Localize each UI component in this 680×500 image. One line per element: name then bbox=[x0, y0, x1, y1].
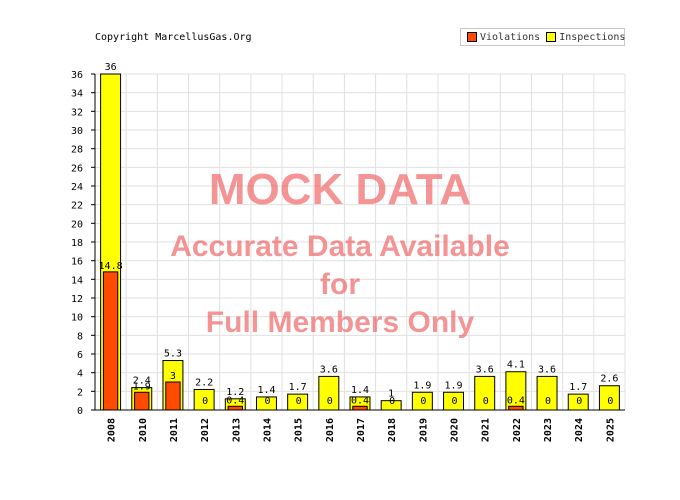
y-tick-label: 34 bbox=[71, 89, 83, 100]
data-label-violations: 0.4 bbox=[226, 395, 244, 406]
bar-violations bbox=[352, 405, 368, 411]
data-label-inspections: 1.4 bbox=[351, 385, 369, 396]
legend-label-violations: Violations bbox=[480, 31, 541, 43]
data-label-inspections: 36 bbox=[105, 62, 117, 73]
data-label-violations: 0 bbox=[202, 396, 208, 407]
legend-swatch-violations bbox=[467, 32, 477, 42]
data-label-violations: 0 bbox=[264, 396, 270, 407]
y-tick-label: 2 bbox=[77, 387, 83, 398]
x-tick-label: 2017 bbox=[356, 418, 367, 442]
y-tick-label: 28 bbox=[71, 145, 83, 156]
x-tick-label: 2018 bbox=[387, 418, 398, 442]
y-tick-label: 4 bbox=[77, 369, 83, 380]
copyright-text: Copyright MarcellusGas.Org bbox=[95, 32, 252, 43]
x-tick-label: 2020 bbox=[450, 418, 461, 442]
legend-item-inspections: Inspections bbox=[546, 32, 625, 43]
legend-label-inspections: Inspections bbox=[559, 31, 626, 43]
data-label-violations: 0 bbox=[420, 396, 426, 407]
x-tick-label: 2022 bbox=[512, 418, 523, 442]
data-label-inspections: 4.1 bbox=[507, 360, 525, 371]
y-tick-label: 30 bbox=[71, 126, 83, 137]
legend-item-violations: Violations bbox=[467, 32, 540, 43]
x-tick-label: 2013 bbox=[231, 418, 242, 442]
data-label-inspections: 1.9 bbox=[413, 380, 431, 391]
y-tick-label: 22 bbox=[71, 201, 83, 212]
x-tick-label: 2024 bbox=[574, 418, 585, 442]
x-tick-label: 2019 bbox=[418, 418, 429, 442]
data-label-inspections: 5.3 bbox=[164, 349, 182, 360]
y-tick-label: 32 bbox=[71, 107, 83, 118]
x-tick-label: 2016 bbox=[325, 418, 336, 442]
bar-violations bbox=[508, 405, 524, 411]
data-label-violations: 3 bbox=[170, 371, 176, 382]
chart-legend: Violations Inspections bbox=[460, 28, 625, 46]
bar-violations bbox=[227, 405, 243, 411]
data-label-violations: 1.9 bbox=[133, 381, 151, 392]
data-label-inspections: 2.6 bbox=[600, 374, 618, 385]
data-label-violations: 0 bbox=[483, 396, 489, 407]
data-label-inspections: 2.4 bbox=[133, 376, 151, 387]
data-label-violations: 0 bbox=[545, 396, 551, 407]
x-tick-label: 2010 bbox=[138, 418, 149, 442]
x-tick-label: 2012 bbox=[200, 418, 211, 442]
data-label-inspections: 3.6 bbox=[320, 364, 338, 375]
x-tick-label: 2021 bbox=[481, 418, 492, 442]
y-tick-label: 0 bbox=[77, 406, 83, 417]
data-label-violations: 0 bbox=[452, 396, 458, 407]
data-label-violations: 0 bbox=[576, 396, 582, 407]
x-tick-label: 2023 bbox=[543, 418, 554, 442]
bar-violations bbox=[134, 391, 150, 411]
data-label-inspections: 3.6 bbox=[538, 364, 556, 375]
y-tick-label: 8 bbox=[77, 331, 83, 342]
data-label-violations: 0 bbox=[296, 396, 302, 407]
data-label-violations: 0.4 bbox=[507, 395, 525, 406]
x-tick-label: 2014 bbox=[262, 418, 273, 442]
data-label-violations: 14.8 bbox=[99, 261, 123, 272]
data-label-inspections: 1.4 bbox=[257, 385, 275, 396]
y-tick-label: 12 bbox=[71, 294, 83, 305]
data-label-inspections: 3.6 bbox=[476, 364, 494, 375]
y-tick-label: 24 bbox=[71, 182, 83, 193]
bar-violations bbox=[102, 271, 119, 411]
bar-violations bbox=[165, 381, 181, 411]
x-tick-label: 2015 bbox=[294, 418, 305, 442]
x-tick-label: 2025 bbox=[605, 418, 616, 442]
data-label-violations: 0 bbox=[607, 396, 613, 407]
data-label-inspections: 2.2 bbox=[195, 377, 213, 388]
data-label-inspections: 1 bbox=[388, 389, 394, 400]
y-tick-label: 6 bbox=[77, 350, 83, 361]
y-tick-label: 18 bbox=[71, 238, 83, 249]
y-tick-label: 36 bbox=[71, 70, 83, 81]
data-label-violations: 0 bbox=[327, 396, 333, 407]
x-tick-label: 2008 bbox=[107, 418, 118, 442]
y-tick-label: 20 bbox=[71, 219, 83, 230]
data-label-inspections: 1.7 bbox=[569, 382, 587, 393]
y-tick-label: 16 bbox=[71, 257, 83, 268]
data-label-violations: 0.4 bbox=[351, 395, 369, 406]
data-label-inspections: 1.2 bbox=[226, 387, 244, 398]
data-label-violations: 0 bbox=[389, 396, 395, 407]
data-label-inspections: 1.9 bbox=[444, 380, 462, 391]
y-tick-label: 10 bbox=[71, 313, 83, 324]
y-tick-label: 26 bbox=[71, 163, 83, 174]
data-label-inspections: 1.7 bbox=[289, 382, 307, 393]
y-tick-label: 14 bbox=[71, 275, 83, 286]
x-tick-label: 2011 bbox=[169, 418, 180, 442]
legend-swatch-inspections bbox=[546, 32, 557, 42]
